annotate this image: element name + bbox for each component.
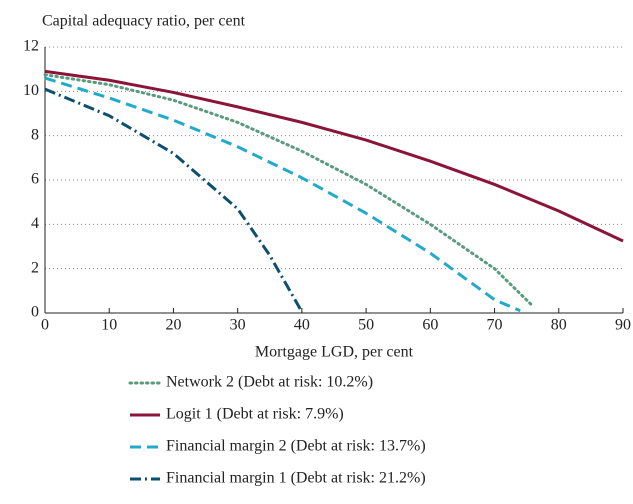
x-tick-label: 80 (551, 317, 567, 334)
x-axis-label: Mortgage LGD, per cent (255, 344, 414, 361)
series-line (43, 73, 535, 308)
y-tick-label: 6 (31, 171, 39, 188)
x-tick-label: 60 (422, 317, 438, 334)
y-tick-label: 12 (23, 38, 39, 55)
series-line (44, 76, 521, 313)
chart-title: Capital adequacy ratio, per cent (42, 13, 246, 30)
series-line (44, 87, 304, 313)
y-tick-label: 8 (31, 126, 39, 143)
x-tick-label: 40 (294, 317, 310, 334)
y-tick-label: 2 (31, 259, 39, 276)
x-tick-label: 30 (230, 317, 246, 334)
x-tick-label: 10 (101, 317, 117, 334)
x-tick-label: 90 (615, 317, 631, 334)
y-tick-label: 10 (23, 82, 39, 99)
x-tick-label: 50 (358, 317, 374, 334)
y-tick-label: 4 (31, 215, 39, 232)
legend-label: Logit 1 (Debt at risk: 7.9%) (166, 406, 344, 423)
legend-label: Network 2 (Debt at risk: 10.2%) (166, 374, 373, 391)
x-tick-label: 70 (487, 317, 503, 334)
series-line (44, 69, 624, 243)
y-tick-label: 0 (31, 304, 39, 321)
x-tick-label: 0 (41, 317, 49, 334)
legend-label: Financial margin 1 (Debt at risk: 21.2%) (166, 470, 426, 487)
legend-label: Financial margin 2 (Debt at risk: 13.7%) (166, 438, 426, 455)
x-tick-label: 20 (165, 317, 181, 334)
